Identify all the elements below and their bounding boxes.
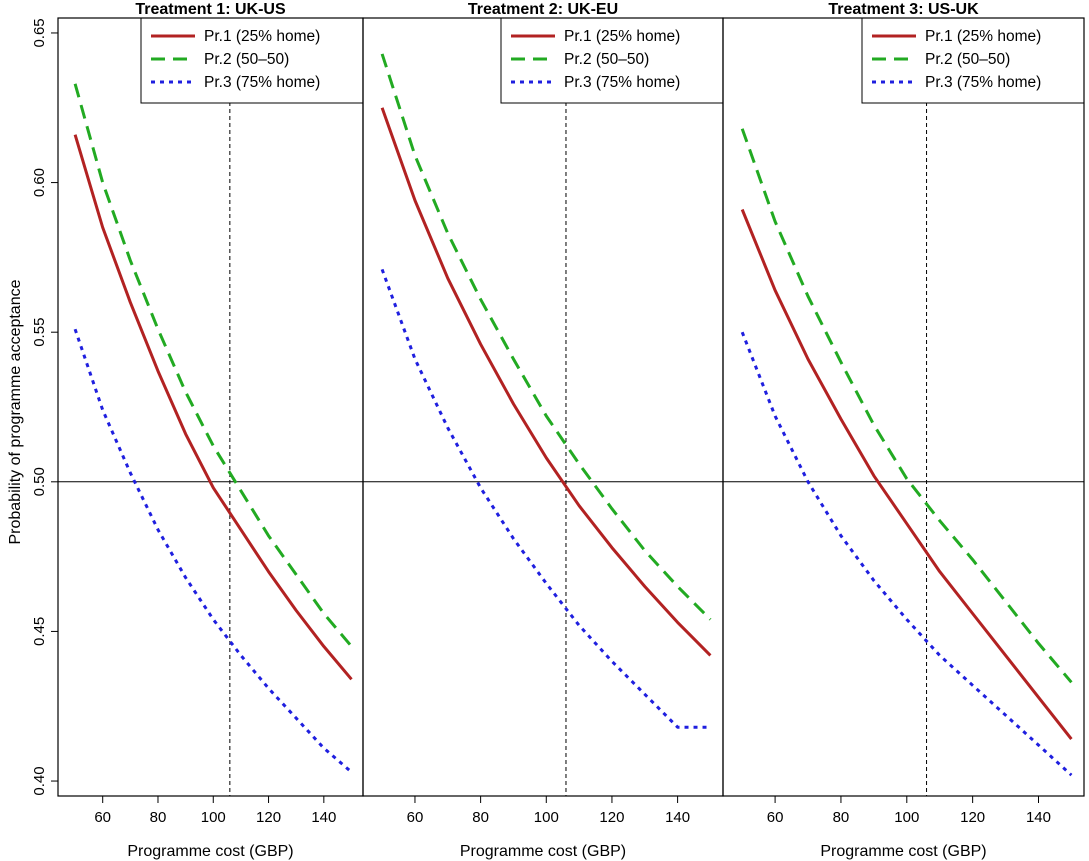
x-tick-label-4: 140 [1026,809,1051,826]
panel-1: Treatment 1: UK-US 60 80 100 120 140 Programme… [57,1,364,860]
panel-frame [57,17,364,797]
series-line-3 [73,328,353,774]
y-axis-label: Probability of programme acceptance [7,279,24,544]
legend-label-2: Pr.2 (50–50) [564,51,649,68]
x-tick-label-3: 120 [960,809,985,826]
x-tick-label-0: 60 [407,809,424,826]
series-line-3 [740,331,1073,777]
x-tick-label-0: 60 [767,809,784,826]
legend-label-2: Pr.2 (50–50) [204,51,289,68]
legend: Pr.1 (25% home) Pr.2 (50–50) Pr.3 (75% hom… [500,17,724,104]
panel-frame [722,17,1085,797]
panel-2: Treatment 2: UK-EU 60 80 100 120 140 Programme… [362,1,724,860]
x-tick-label-0: 60 [94,809,111,826]
series-line-2 [380,53,712,621]
y-axis: 0.40 0.45 0.50 0.55 0.60 0.65 [31,18,58,796]
y-tick-label-5: 0.65 [31,18,48,47]
x-tick-label-1: 80 [833,809,850,826]
legend: Pr.1 (25% home) Pr.2 (50–50) Pr.3 (75% hom… [140,17,364,104]
panel-title: Treatment 3: US-UK [828,1,979,18]
panel-title: Treatment 2: UK-EU [468,1,618,18]
series-line-1 [73,134,353,681]
x-tick-label-2: 100 [894,809,919,826]
x-tick-label-1: 80 [150,809,167,826]
panel-frame [362,17,724,797]
series-line-3 [380,268,711,729]
x-axis-label: Programme cost (GBP) [127,843,293,860]
legend-label-3: Pr.3 (75% home) [204,74,320,91]
x-tick-label-3: 120 [256,809,281,826]
legend-label-1: Pr.1 (25% home) [925,28,1041,45]
x-axis-label: Programme cost (GBP) [820,843,986,860]
legend-label-1: Pr.1 (25% home) [204,28,320,45]
x-axis-label: Programme cost (GBP) [460,843,626,860]
y-tick-label-4: 0.60 [31,168,48,197]
x-tick-label-1: 80 [472,809,489,826]
legend-label-3: Pr.3 (75% home) [925,74,1041,91]
y-tick-label-3: 0.55 [31,318,48,347]
series-line-2 [740,128,1073,684]
series-line-1 [740,208,1073,741]
x-tick-label-4: 140 [311,809,336,826]
x-tick-label-4: 140 [665,809,690,826]
legend-label-2: Pr.2 (50–50) [925,51,1010,68]
y-tick-label-1: 0.45 [31,617,48,646]
legend-label-3: Pr.3 (75% home) [564,74,680,91]
y-tick-label-2: 0.50 [31,467,48,496]
series-line-1 [380,107,712,657]
panel-title: Treatment 1: UK-US [135,1,286,18]
panels: Treatment 1: UK-US 60 80 100 120 140 Programme… [57,1,1085,860]
x-tick-label-3: 120 [599,809,624,826]
x-tick-label-2: 100 [534,809,559,826]
y-tick-label-0: 0.40 [31,766,48,795]
panel-3: Treatment 3: US-UK 60 80 100 120 140 Programme… [722,1,1085,860]
legend-label-1: Pr.1 (25% home) [564,28,680,45]
series-line-2 [73,83,353,648]
x-tick-label-2: 100 [201,809,226,826]
legend: Pr.1 (25% home) Pr.2 (50–50) Pr.3 (75% hom… [861,17,1085,104]
